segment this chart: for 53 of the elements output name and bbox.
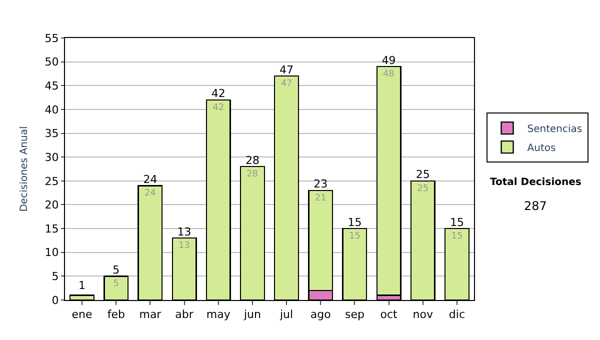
x-tick-label: oct: [380, 308, 398, 322]
total-label: 15: [450, 216, 464, 229]
data-label: 1: [78, 279, 86, 292]
y-axis-title: Decisiones Anual: [18, 126, 30, 212]
data-label: 24: [144, 188, 156, 199]
y-tick-label: 0: [52, 294, 59, 307]
y-tick-label: 5: [52, 270, 59, 284]
data-label: 15: [451, 232, 463, 242]
x-tick-label: may: [206, 308, 231, 322]
y-tick-label: 45: [44, 79, 59, 92]
total-label: 47: [280, 63, 294, 76]
x-tick-label: nov: [412, 308, 434, 322]
data-label: 15: [348, 232, 360, 242]
total-label: 13: [177, 225, 192, 238]
legend-label: Sentencias: [527, 124, 582, 135]
data-label: 21: [314, 193, 326, 204]
x-tick-label: jun: [242, 308, 261, 322]
x-tick-label: feb: [107, 308, 125, 322]
data-label: 5: [113, 279, 119, 290]
total-label: 24: [143, 172, 158, 186]
x-tick-label: abr: [175, 308, 194, 322]
total-label: 42: [211, 87, 226, 100]
total-label: 23: [314, 178, 328, 191]
x-tick-label: mar: [139, 308, 162, 322]
data-label: 13: [178, 241, 190, 252]
data-label: 48: [382, 70, 395, 80]
y-tick-label: 10: [44, 246, 59, 260]
x-tick-label: jul: [278, 308, 294, 322]
y-tick-label: 55: [44, 32, 59, 45]
y-tick-label: 15: [44, 222, 59, 236]
total-label: 25: [416, 168, 430, 182]
y-tick-label: 20: [44, 198, 59, 212]
total-label: 15: [348, 216, 362, 229]
total-label: 5: [112, 263, 120, 276]
y-tick-label: 50: [44, 56, 59, 69]
data-label: 28: [246, 170, 258, 180]
x-tick-label: ago: [310, 308, 332, 322]
y-tick-label: 25: [44, 174, 59, 188]
y-tick-label: 35: [44, 127, 59, 140]
x-tick-label: sep: [344, 308, 364, 322]
text: 287: [524, 199, 547, 213]
total-label: 49: [382, 54, 396, 67]
x-tick-label: ene: [72, 308, 93, 322]
legend-label: Autos: [527, 142, 556, 154]
y-tick-label: 40: [44, 103, 59, 116]
x-tick-label: dic: [448, 308, 466, 322]
data-label: 25: [417, 184, 429, 194]
total-label: 28: [245, 154, 260, 167]
y-tick-label: 30: [44, 150, 59, 164]
text: Total Decisiones: [490, 177, 582, 188]
data-label: 47: [280, 79, 292, 90]
bar: [376, 66, 402, 296]
data-label: 42: [212, 102, 224, 113]
